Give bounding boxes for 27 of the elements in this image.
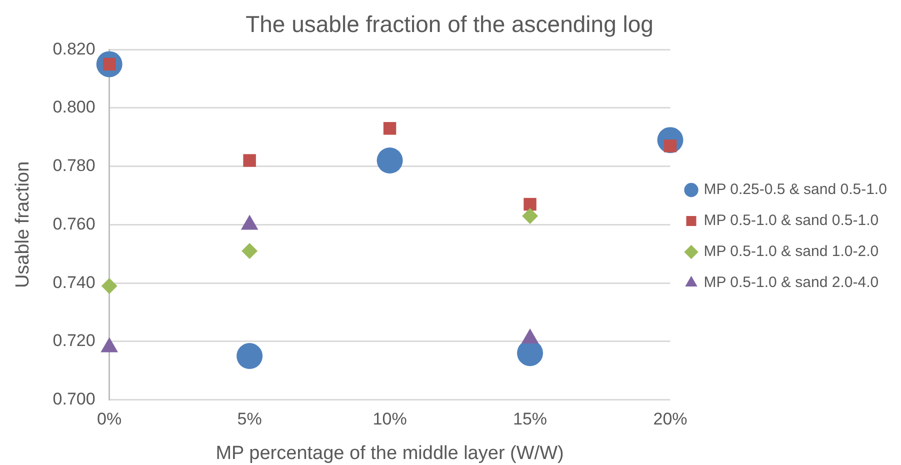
y-tick-label: 0.800: [52, 98, 96, 117]
point: [376, 147, 403, 174]
x-tick-label: 15%: [513, 410, 548, 429]
y-tick-label: 0.780: [52, 156, 96, 176]
point: [383, 122, 396, 135]
point: [242, 242, 258, 259]
legend-label: MP 0.5-1.0 & sand 2.0-4.0: [704, 274, 879, 292]
point: [243, 154, 256, 167]
legend-label: MP 0.5-1.0 & sand 1.0-2.0: [704, 243, 879, 260]
y-tick-label: 0.740: [52, 272, 96, 292]
chart-title: The usable fraction of the ascending log: [246, 11, 654, 38]
legend-label: MP 0.25-0.5 & sand 0.5-1.0: [704, 181, 887, 198]
point: [522, 208, 538, 224]
x-tick-label: 0%: [97, 410, 122, 429]
y-tick-label: 0.700: [52, 389, 96, 408]
x-tick-label: 5%: [237, 410, 262, 429]
point: [101, 278, 118, 294]
y-tick-label: 0.760: [52, 214, 96, 234]
y-axis-title: Usable fraction: [12, 161, 34, 288]
legend-label: MP 0.5-1.0 & sand 0.5-1.0: [704, 212, 879, 230]
y-tick-label: 0.820: [52, 39, 96, 58]
point: [236, 343, 263, 370]
x-axis-title: MP percentage of the middle layer (W/W): [216, 442, 564, 464]
point: [524, 198, 536, 211]
y-tick-label: 0.720: [52, 331, 96, 350]
x-tick-label: 10%: [372, 410, 407, 429]
x-tick-label: 20%: [653, 410, 688, 429]
